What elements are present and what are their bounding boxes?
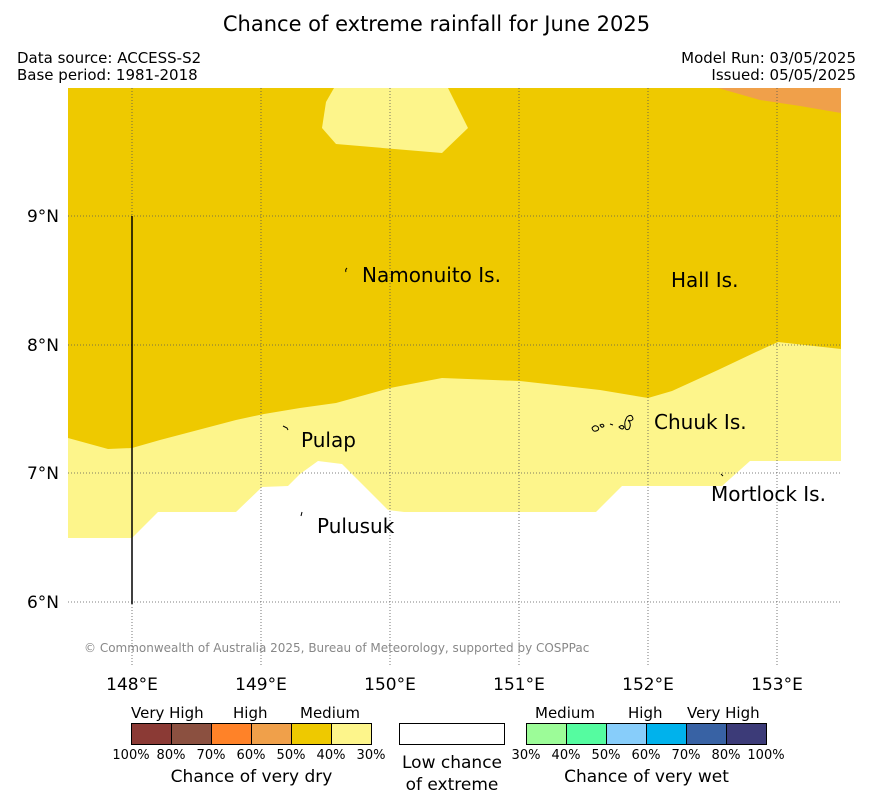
lon-tick-label: 148°E (106, 675, 158, 695)
chuuk-island-shape-4 (618, 425, 625, 430)
wet-colorbar (526, 723, 767, 745)
wet-swatch-1 (527, 724, 567, 744)
model-run-text: Model Run: 03/05/2025 (681, 49, 856, 67)
pulusuk-island-shape (300, 511, 303, 517)
wet-tick: 50% (591, 748, 621, 763)
copyright-text: © Commonwealth of Australia 2025, Bureau… (84, 641, 589, 655)
lat-tick-label: 7°N (27, 464, 59, 484)
longitude-tick-labels: 148°E 149°E 150°E 151°E 152°E 153°E (106, 675, 803, 695)
dry-swatch-6 (332, 724, 371, 744)
wet-tick: 30% (511, 748, 541, 763)
dry-colorbar (131, 723, 372, 745)
wet-swatch-6 (727, 724, 766, 744)
wet-swatch-2 (567, 724, 607, 744)
lon-tick-label: 149°E (235, 675, 287, 695)
chuuk-island-shape-5 (624, 414, 634, 431)
lat-tick-label: 9°N (27, 207, 59, 227)
dry-tick: 60% (236, 748, 266, 763)
dry-tick: 70% (196, 748, 226, 763)
dry-tick: 80% (156, 748, 186, 763)
rainfall-probability-fields (68, 88, 841, 665)
dry-high-heading: High (233, 704, 268, 722)
low-chance-swatch (399, 723, 505, 745)
low-chance-line1: Low chance (402, 753, 502, 773)
dry-swatch-3 (212, 724, 252, 744)
dry-40-inlet (322, 88, 468, 153)
place-labels: Namonuito Is. Hall Is. Pulap Chuuk Is. M… (301, 263, 826, 538)
lon-tick-label: 151°E (493, 675, 545, 695)
wet-legend-caption: Chance of very wet (564, 767, 729, 787)
place-label: Mortlock Is. (711, 482, 826, 506)
wet-tick: 40% (551, 748, 581, 763)
pulap-island-shape (282, 425, 289, 431)
dry-60-region (718, 88, 841, 113)
data-source-block: Data source: ACCESS-S2 Base period: 1981… (17, 50, 201, 84)
place-label: Pulap (301, 428, 356, 452)
namonuito-island-shape (345, 267, 348, 273)
mortlock-island-shape (720, 473, 724, 477)
dry-tick: 30% (356, 748, 386, 763)
place-label: Namonuito Is. (362, 263, 501, 287)
base-period-text: Base period: 1981-2018 (17, 66, 198, 84)
dry-tick: 40% (316, 748, 346, 763)
low-chance-caption: Low chance of extreme (374, 752, 530, 796)
issued-text: Issued: 05/05/2025 (711, 66, 856, 84)
wet-tick: 60% (631, 748, 661, 763)
low-chance-line2: of extreme (405, 775, 499, 795)
wet-high-heading: High (628, 704, 663, 722)
wet-swatch-3 (607, 724, 647, 744)
place-label: Chuuk Is. (654, 410, 747, 434)
dry-medium-heading: Medium (300, 704, 360, 722)
chuuk-island-shape-3 (609, 423, 614, 426)
dry-very-high-heading: Very High (131, 704, 204, 722)
dry-swatch-2 (172, 724, 212, 744)
wet-medium-heading: Medium (535, 704, 595, 722)
latitude-tick-labels: 9°N 8°N 7°N 6°N (27, 207, 59, 613)
wet-tick: 100% (747, 748, 785, 763)
lon-tick-label: 152°E (622, 675, 674, 695)
chuuk-island-shape-2 (599, 423, 605, 428)
data-source-text: Data source: ACCESS-S2 (17, 49, 202, 67)
map-title: Chance of extreme rainfall for June 2025 (222, 12, 651, 36)
island-shapes (282, 267, 724, 517)
lon-tick-label: 150°E (364, 675, 416, 695)
lon-tick-label: 153°E (751, 675, 803, 695)
dry-swatch-1 (132, 724, 172, 744)
dry-legend-caption: Chance of very dry (170, 767, 333, 787)
chuuk-island-shape-1 (591, 425, 600, 432)
dry-tick: 50% (276, 748, 306, 763)
place-label: Pulusuk (317, 514, 395, 538)
place-label: Hall Is. (671, 268, 738, 292)
wet-swatch-5 (687, 724, 727, 744)
wet-tick: 70% (671, 748, 701, 763)
dry-swatch-4 (252, 724, 292, 744)
wet-swatch-4 (647, 724, 687, 744)
lat-tick-label: 8°N (27, 336, 59, 356)
wet-very-high-heading: Very High (687, 704, 760, 722)
dry-swatch-5 (292, 724, 332, 744)
dry-tick: 100% (112, 748, 150, 763)
wet-tick: 80% (711, 748, 741, 763)
lat-tick-label: 6°N (27, 593, 59, 613)
model-run-block: Model Run: 03/05/2025 Issued: 05/05/2025 (681, 50, 856, 84)
